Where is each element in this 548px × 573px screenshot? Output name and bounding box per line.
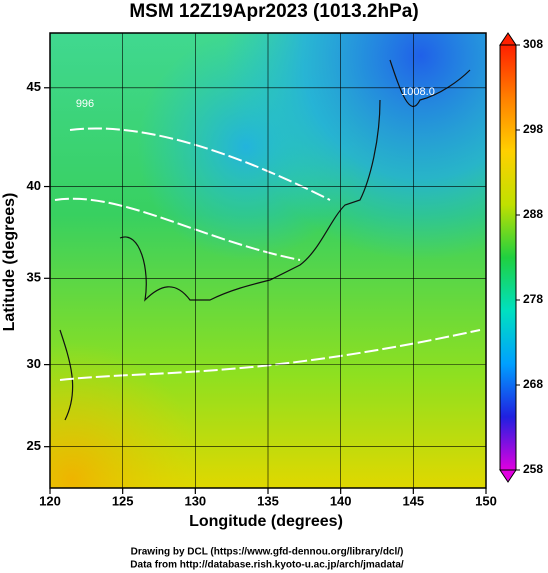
colorbar-tick-label: 308 [523,37,543,51]
colorbar-tick-label: 298 [523,122,543,136]
colorbar-min-arrow [499,469,517,483]
x-tick-label: 120 [39,493,61,508]
x-tick-label: 135 [257,493,279,508]
colorbar-max-arrow [499,32,517,46]
x-tick-label: 125 [112,493,134,508]
colorbar [499,44,517,471]
x-tick-label: 145 [402,493,424,508]
chart-title: MSM 12Z19Apr2023 (1013.2hPa) [129,1,418,22]
contour-label: 996 [76,98,94,110]
y-tick-label: 35 [27,270,41,285]
x-tick-label: 150 [475,493,497,508]
x-axis-label: Longitude (degrees) [189,513,343,530]
footer-line: Data from http://database.rish.kyoto-u.a… [130,560,404,571]
y-tick-label: 45 [27,79,41,94]
x-tick-label: 130 [184,493,206,508]
colorbar-tick-label: 288 [523,207,543,221]
colorbar-tick-label: 268 [523,377,543,391]
y-tick-label: 25 [27,438,41,453]
colorbar-tick-label: 258 [523,462,543,476]
y-axis-label: Latitude (degrees) [1,193,18,332]
footer-line: Drawing by DCL (https://www.gfd-dennou.o… [131,547,404,558]
contour-label: 1008.0 [401,86,435,98]
x-tick-label: 140 [330,493,352,508]
colorbar-tick-label: 278 [523,292,543,306]
y-tick-label: 40 [27,178,41,193]
y-tick-label: 30 [27,356,41,371]
